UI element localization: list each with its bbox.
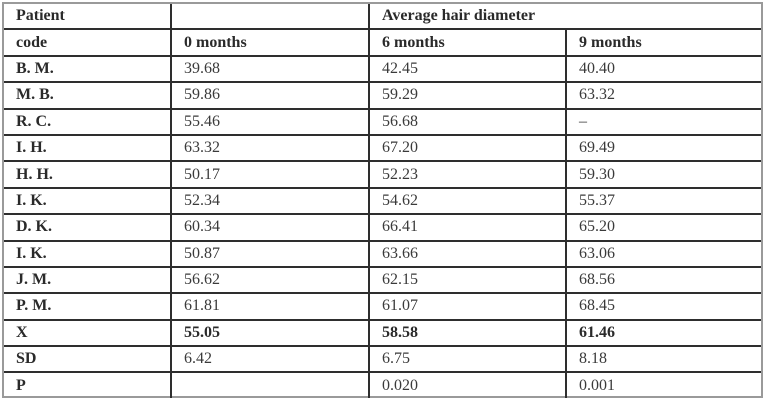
table-row: B. M. 39.68 42.45 40.40 xyxy=(4,54,761,83)
patient-code: M. B. xyxy=(4,81,171,109)
patient-code: H. H. xyxy=(4,160,171,188)
mean-9-months: 61.46 xyxy=(565,318,761,347)
hair-diameter-table: Patient Average hair diameter code 0 mon… xyxy=(4,4,761,398)
sd-row: SD 6.42 6.75 8.18 xyxy=(4,345,761,373)
value-0-months: 59.86 xyxy=(170,81,369,109)
value-9-months: 63.06 xyxy=(565,239,761,267)
value-0-months: 56.62 xyxy=(170,265,369,294)
value-0-months: 52.34 xyxy=(170,186,369,215)
value-0-months: 60.34 xyxy=(170,213,369,241)
value-0-months: 61.81 xyxy=(170,292,369,320)
header-6-months: 6 months xyxy=(368,28,566,56)
patient-code: D. K. xyxy=(4,213,171,241)
value-9-months: 68.56 xyxy=(565,265,761,294)
value-6-months: 67.20 xyxy=(368,133,566,162)
value-9-months: 65.20 xyxy=(565,213,761,241)
p-9-months: 0.001 xyxy=(565,371,761,398)
header-code: code xyxy=(4,28,171,56)
header-patient: Patient xyxy=(16,7,65,25)
value-9-months: – xyxy=(565,107,761,135)
table-row: J. M. 56.62 62.15 68.56 xyxy=(4,265,761,294)
header-0-months: 0 months xyxy=(170,28,369,56)
header-row-1: Patient Average hair diameter xyxy=(4,4,761,30)
value-6-months: 61.07 xyxy=(368,292,566,320)
mean-6-months: 58.58 xyxy=(368,318,566,347)
p-value-row: P 0.020 0.001 xyxy=(4,371,761,398)
patient-code: I. H. xyxy=(4,133,171,162)
value-9-months: 40.40 xyxy=(565,54,761,83)
header-empty xyxy=(170,4,369,30)
value-9-months: 55.37 xyxy=(565,186,761,215)
value-0-months: 55.46 xyxy=(170,107,369,135)
value-6-months: 63.66 xyxy=(368,239,566,267)
patient-code: R. C. xyxy=(4,107,171,135)
table-row: D. K. 60.34 66.41 65.20 xyxy=(4,213,761,241)
sd-9-months: 8.18 xyxy=(565,345,761,373)
header-row-2: code 0 months 6 months 9 months xyxy=(4,28,761,56)
value-6-months: 66.41 xyxy=(368,213,566,241)
sd-6-months: 6.75 xyxy=(368,345,566,373)
value-6-months: 62.15 xyxy=(368,265,566,294)
p-0-months xyxy=(170,371,369,398)
value-0-months: 39.68 xyxy=(170,54,369,83)
value-9-months: 59.30 xyxy=(565,160,761,188)
sd-label: SD xyxy=(4,345,171,373)
value-6-months: 52.23 xyxy=(368,160,566,188)
patient-code: B. M. xyxy=(4,54,171,83)
patient-code: P. M. xyxy=(4,292,171,320)
header-9-months: 9 months xyxy=(565,28,761,56)
table-row: P. M. 61.81 61.07 68.45 xyxy=(4,292,761,320)
p-6-months: 0.020 xyxy=(368,371,566,398)
mean-label: X xyxy=(4,318,171,347)
table-row: M. B. 59.86 59.29 63.32 xyxy=(4,81,761,109)
value-6-months: 56.68 xyxy=(368,107,566,135)
patient-code: J. M. xyxy=(4,265,171,294)
value-9-months: 68.45 xyxy=(565,292,761,320)
table-row: I. K. 52.34 54.62 55.37 xyxy=(4,186,761,215)
table-row: I. K. 50.87 63.66 63.06 xyxy=(4,239,761,267)
mean-0-months: 55.05 xyxy=(170,318,369,347)
mean-row: X 55.05 58.58 61.46 xyxy=(4,318,761,347)
table-row: R. C. 55.46 56.68 – xyxy=(4,107,761,135)
table-row: I. H. 63.32 67.20 69.49 xyxy=(4,133,761,162)
value-6-months: 59.29 xyxy=(368,81,566,109)
header-average-hair-diameter: Average hair diameter xyxy=(368,4,761,30)
value-0-months: 50.17 xyxy=(170,160,369,188)
value-0-months: 63.32 xyxy=(170,133,369,162)
value-9-months: 69.49 xyxy=(565,133,761,162)
p-label: P xyxy=(4,371,171,398)
value-6-months: 42.45 xyxy=(368,54,566,83)
value-9-months: 63.32 xyxy=(565,81,761,109)
sd-0-months: 6.42 xyxy=(170,345,369,373)
table-row: H. H. 50.17 52.23 59.30 xyxy=(4,160,761,188)
patient-code: I. K. xyxy=(4,239,171,267)
hair-diameter-table-frame: Patient Average hair diameter code 0 mon… xyxy=(2,2,763,398)
patient-code: I. K. xyxy=(4,186,171,215)
value-0-months: 50.87 xyxy=(170,239,369,267)
value-6-months: 54.62 xyxy=(368,186,566,215)
